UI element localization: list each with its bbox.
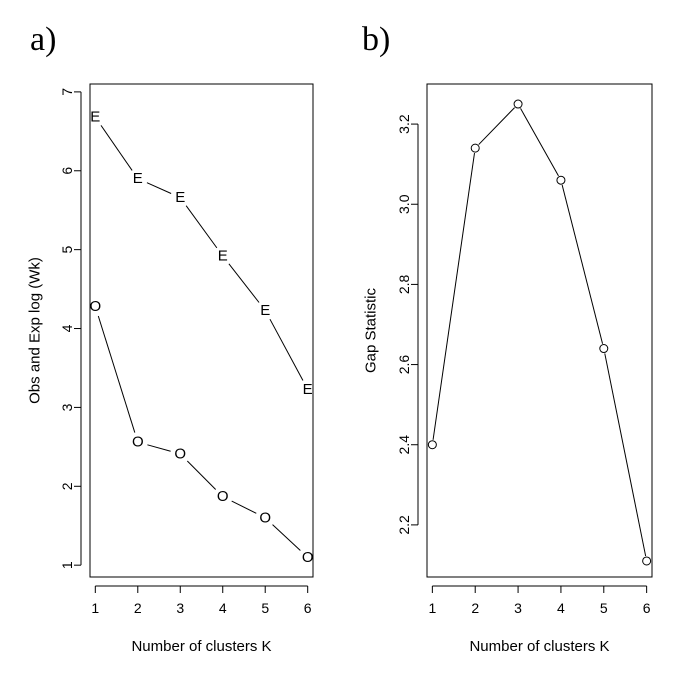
series-segment xyxy=(604,353,647,557)
data-point xyxy=(513,99,523,109)
series-segment xyxy=(186,460,217,490)
x-tick-label: 2 xyxy=(134,600,142,616)
x-axis-title: Number of clusters K xyxy=(469,638,609,655)
series-segment xyxy=(100,125,133,171)
y-axis-title: Gap Statistic xyxy=(363,287,380,373)
series-segment xyxy=(561,184,604,344)
y-tick-label: 4 xyxy=(59,324,75,332)
plot-frame xyxy=(426,83,653,578)
panel-label: b) xyxy=(362,21,390,58)
data-point: O xyxy=(259,509,271,526)
series-segment xyxy=(432,153,475,440)
series-segment xyxy=(185,205,218,249)
y-tick-label: 5 xyxy=(59,246,75,254)
y-tick-label: 7 xyxy=(59,88,75,96)
plot-frame xyxy=(89,83,314,578)
data-point: O xyxy=(302,549,314,566)
series-segment xyxy=(231,500,257,514)
series-segment xyxy=(146,182,172,194)
data-point xyxy=(427,440,437,450)
series-segment xyxy=(147,444,171,452)
y-tick-label: 2 xyxy=(59,482,75,490)
x-tick-label: 3 xyxy=(514,600,522,616)
x-tick-label: 4 xyxy=(219,600,227,616)
y-tick-label: 2.4 xyxy=(396,435,412,455)
y-tick-label: 2.8 xyxy=(396,274,412,294)
y-tick-label: 2.6 xyxy=(396,355,412,375)
series-segment xyxy=(520,108,559,177)
series-1: O O O O O O xyxy=(89,298,313,566)
y-tick-label: 1 xyxy=(59,561,75,569)
x-tick-label: 5 xyxy=(600,600,608,616)
x-tick-label: 4 xyxy=(557,600,565,616)
data-point: E xyxy=(260,302,270,319)
y-tick-label: 2.2 xyxy=(396,515,412,535)
x-tick-label: 5 xyxy=(261,600,269,616)
data-point: E xyxy=(90,109,100,126)
x-tick-label: 6 xyxy=(304,600,312,616)
x-axis-title: Number of clusters K xyxy=(131,638,271,655)
x-tick-label: 1 xyxy=(428,600,436,616)
y-tick-label: 3 xyxy=(59,403,75,411)
series-segment xyxy=(228,263,260,303)
panel-label: a) xyxy=(30,21,56,58)
series-segment xyxy=(272,524,301,551)
data-point: E xyxy=(218,247,228,264)
y-tick-label: 6 xyxy=(59,167,75,175)
data-point: O xyxy=(174,445,186,462)
y-tick-label: 3.0 xyxy=(396,194,412,214)
x-tick-label: 1 xyxy=(91,600,99,616)
data-point: E xyxy=(175,189,185,206)
series-segment xyxy=(269,318,304,381)
data-point xyxy=(642,556,652,566)
data-point: E xyxy=(133,170,143,187)
series-0: E E E E E E xyxy=(90,109,312,398)
data-point xyxy=(599,344,609,354)
y-tick-label: 3.2 xyxy=(396,114,412,134)
series-segment xyxy=(478,107,515,145)
data-point xyxy=(470,143,480,153)
series-0 xyxy=(427,99,652,566)
data-point: E xyxy=(303,381,313,398)
panel-b: b) 1 2 3 4 5 6 Number of clusters K 2.2 2.4 2.6 2.8… xyxy=(362,21,653,655)
data-point: O xyxy=(217,488,229,505)
x-tick-label: 3 xyxy=(176,600,184,616)
x-tick-label: 6 xyxy=(643,600,651,616)
y-axis-title: Obs and Exp log (Wk) xyxy=(27,257,44,404)
panel-a: a) 1 2 3 4 5 6 Number of clusters K 1 2 3 4 5 6 7 Obs a… xyxy=(27,21,314,655)
series-segment xyxy=(97,315,136,433)
data-point: O xyxy=(132,434,144,451)
data-point xyxy=(556,175,566,185)
x-tick-label: 2 xyxy=(471,600,479,616)
data-point: O xyxy=(89,298,101,315)
